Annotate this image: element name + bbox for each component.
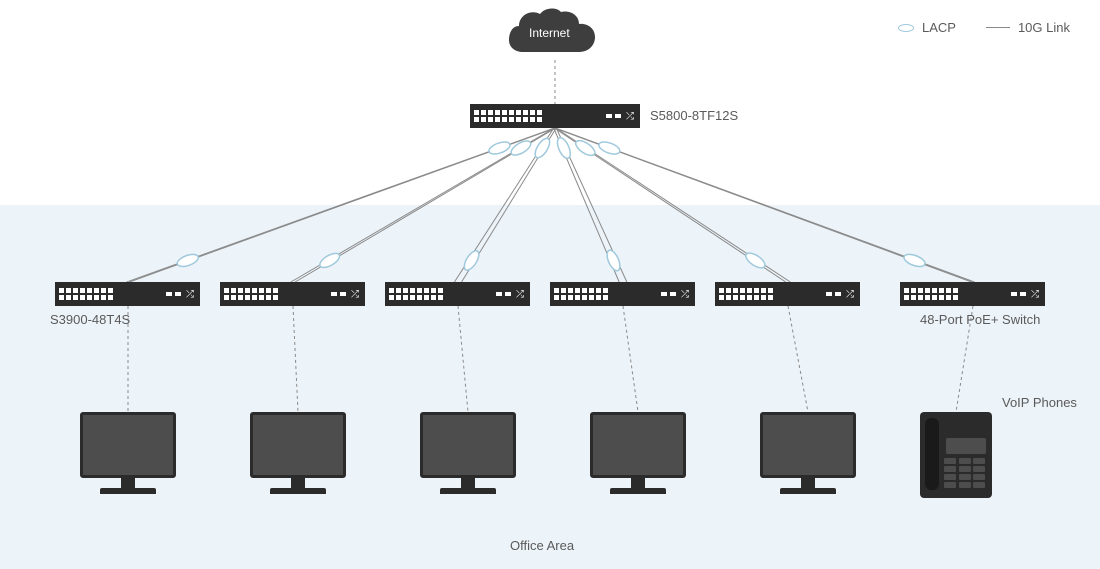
link-legend-icon — [986, 27, 1010, 29]
shuffle-icon: ⤮ — [349, 288, 361, 300]
core-switch-label: S5800-8TF12S — [650, 108, 738, 123]
shuffle-icon: ⤮ — [184, 288, 196, 300]
computer-icon — [420, 412, 516, 494]
access-switch: ⤮ — [715, 282, 860, 306]
core-switch: ⤮ — [470, 104, 640, 128]
access-switch: ⤮ — [550, 282, 695, 306]
computer-icon — [80, 412, 176, 494]
link-legend-label: 10G Link — [1018, 20, 1070, 35]
shuffle-icon: ⤮ — [514, 288, 526, 300]
lacp-legend-icon — [898, 24, 914, 32]
access-switch: ⤮ — [900, 282, 1045, 306]
office-area-background — [0, 205, 1100, 569]
access-switch-label: S3900-48T4S — [50, 312, 130, 327]
shuffle-icon: ⤮ — [624, 110, 636, 122]
computer-icon — [590, 412, 686, 494]
office-area-label: Office Area — [510, 538, 574, 553]
computer-icon — [760, 412, 856, 494]
lacp-legend-label: LACP — [922, 20, 956, 35]
access-switch: ⤮ — [385, 282, 530, 306]
computer-icon — [250, 412, 346, 494]
access-switch-label: 48-Port PoE+ Switch — [920, 312, 1040, 327]
shuffle-icon: ⤮ — [844, 288, 856, 300]
legend: LACP 10G Link — [898, 20, 1070, 35]
shuffle-icon: ⤮ — [1029, 288, 1041, 300]
voip-phone-icon — [920, 412, 992, 498]
access-switch: ⤮ — [220, 282, 365, 306]
internet-label: Internet — [529, 26, 570, 40]
access-switch: ⤮ — [55, 282, 200, 306]
shuffle-icon: ⤮ — [679, 288, 691, 300]
voip-phone-label: VoIP Phones — [1002, 395, 1077, 410]
